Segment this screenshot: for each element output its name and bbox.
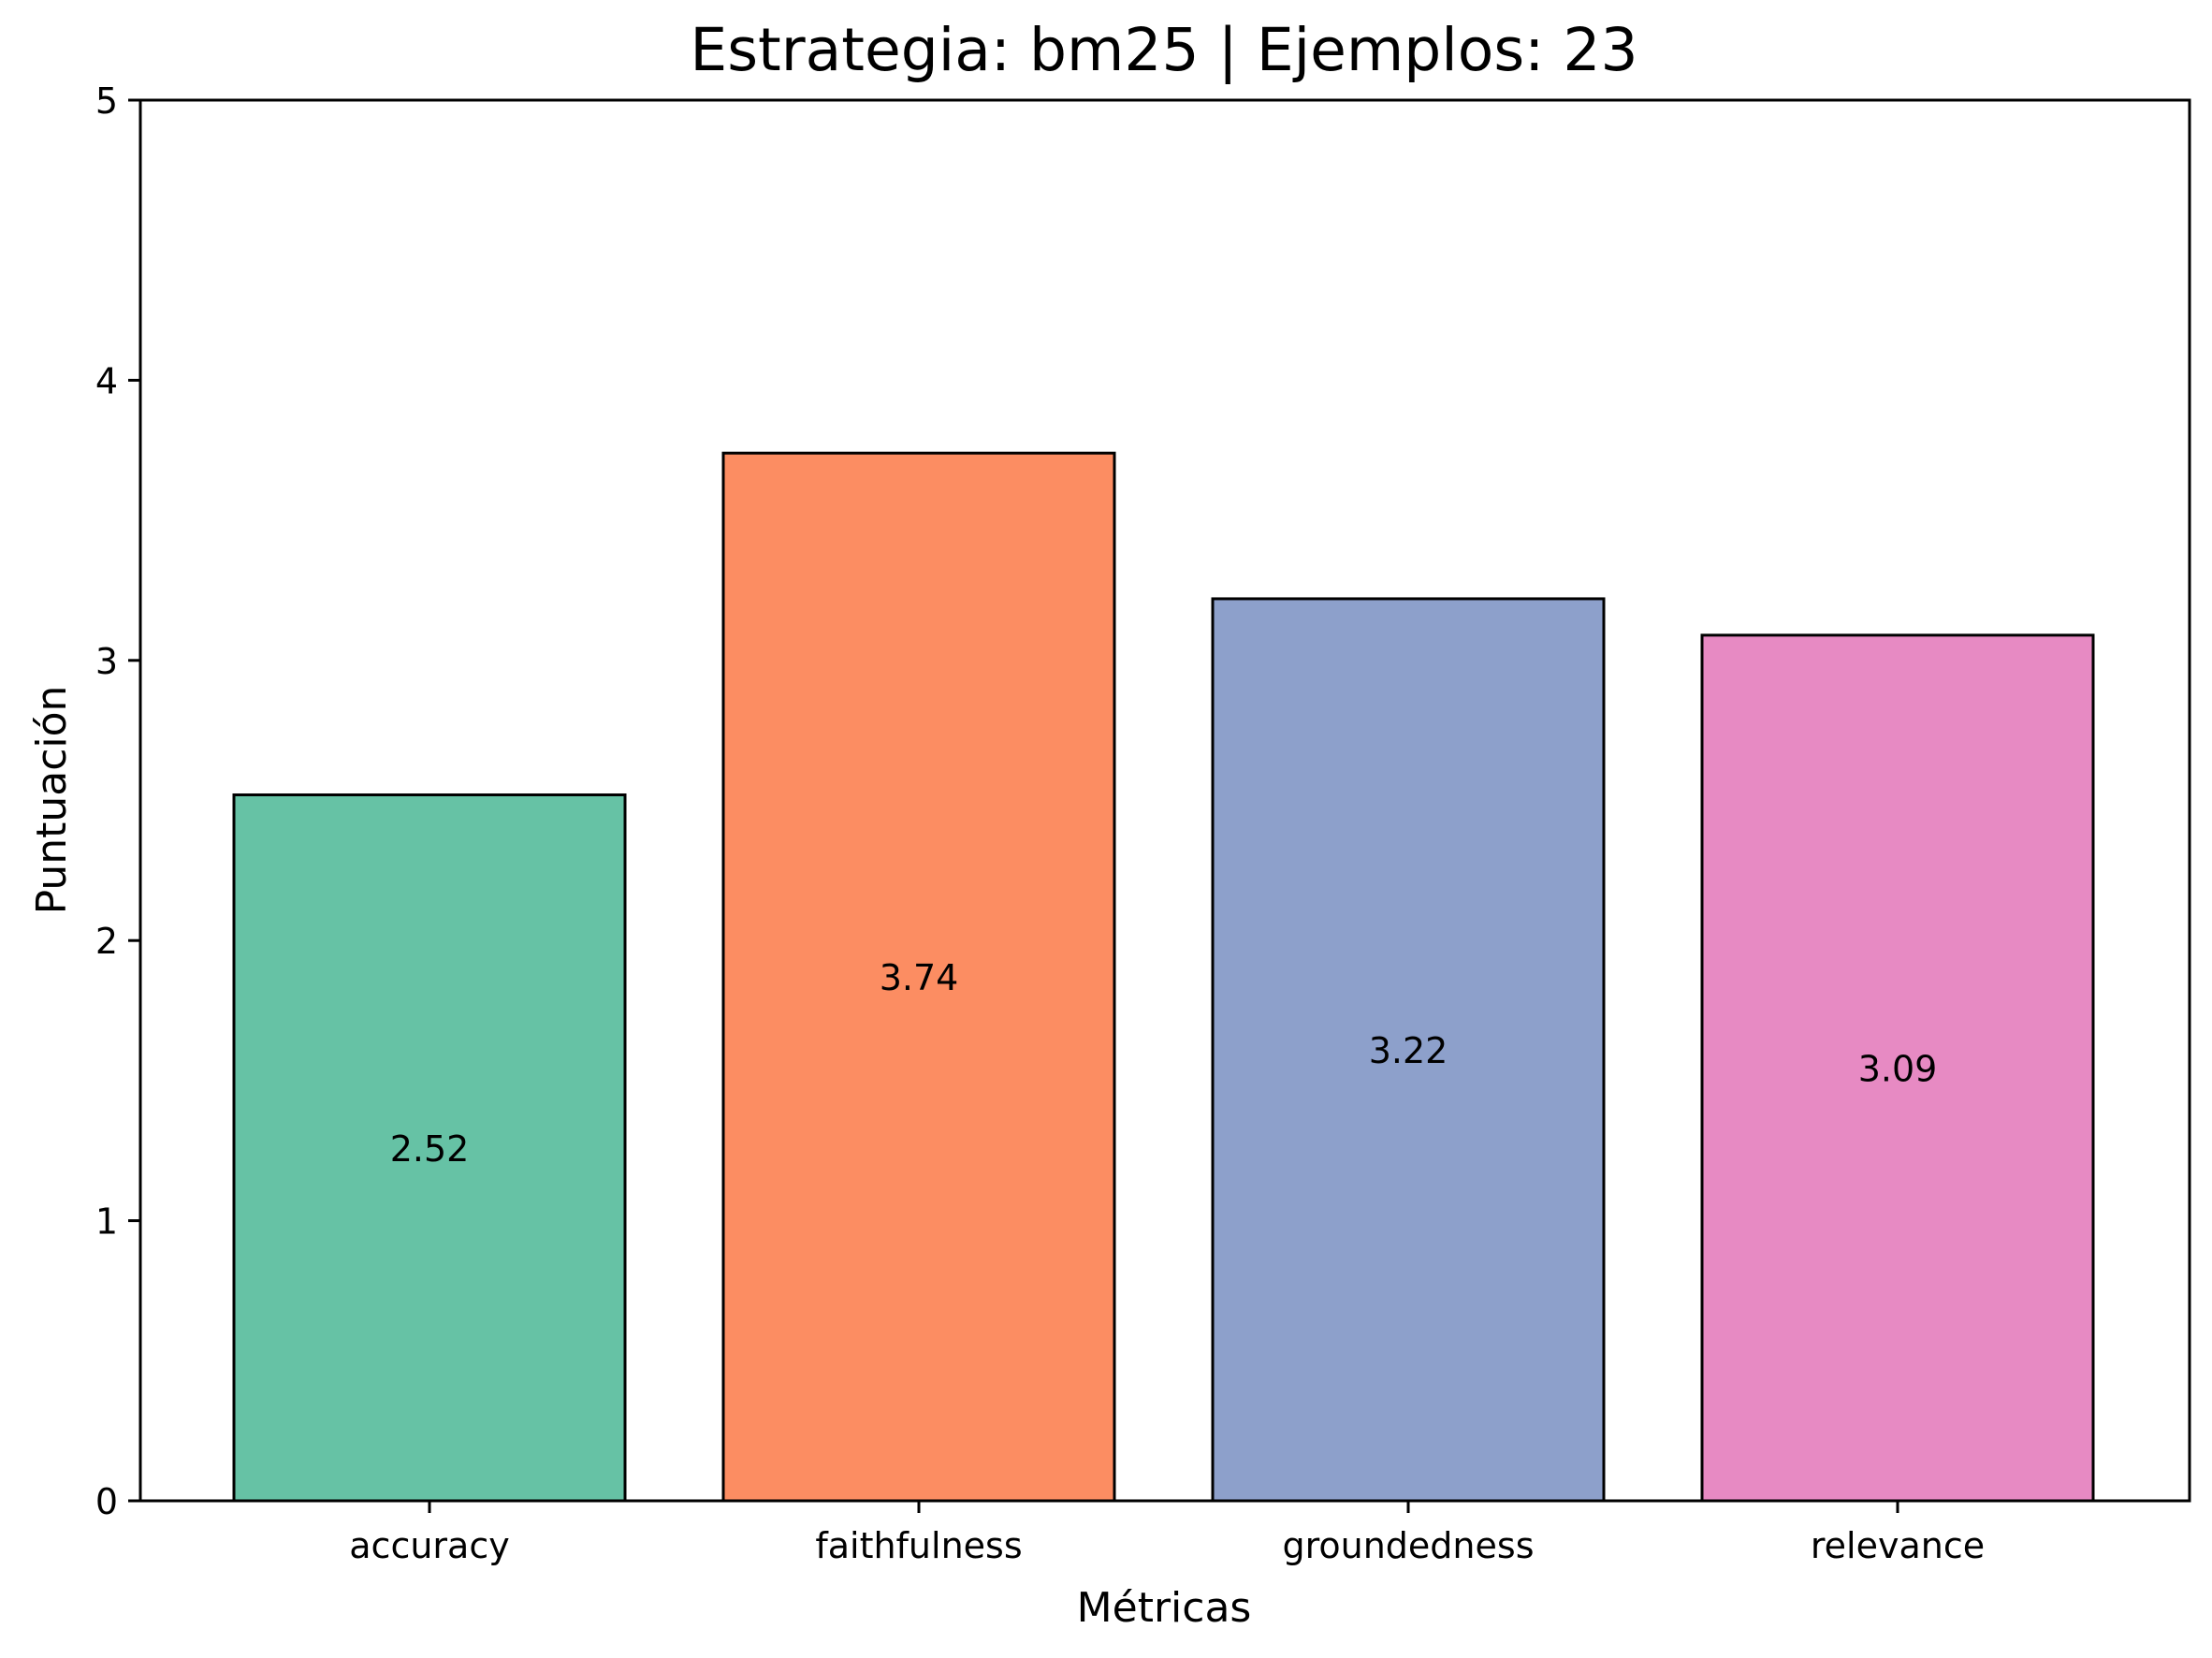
value-label-faithfulness: 3.74 — [880, 957, 959, 998]
plot-frame — [138, 98, 2191, 1503]
x-tick-label-accuracy: accuracy — [349, 1525, 509, 1566]
x-axis: accuracy faithfulness groundedness relevanc… — [349, 1501, 1985, 1566]
x-tick-label-groundedness: groundedness — [1282, 1525, 1534, 1566]
x-tick-label-relevance: relevance — [1811, 1525, 1985, 1566]
y-axis-label: Puntuación — [28, 686, 76, 915]
y-tick-label: 0 — [95, 1481, 118, 1522]
value-label-relevance: 3.09 — [1858, 1048, 1938, 1089]
bars-layer — [232, 451, 2095, 1503]
bar-groundedness — [1211, 597, 1606, 1503]
value-labels-layer: 2.52 3.74 3.22 3.09 — [390, 957, 1938, 1170]
value-label-accuracy: 2.52 — [390, 1128, 470, 1170]
bar-relevance — [1700, 633, 2095, 1503]
y-axis: 0 1 2 3 4 5 — [95, 80, 140, 1522]
bar-accuracy — [232, 793, 627, 1503]
x-tick-label-faithfulness: faithfulness — [815, 1525, 1022, 1566]
value-label-groundedness: 3.22 — [1369, 1030, 1448, 1071]
y-tick-label: 1 — [95, 1201, 118, 1243]
chart-title: Estrategia: bm25 | Ejemplos: 23 — [690, 16, 1637, 85]
x-axis-label: Métricas — [1077, 1584, 1252, 1632]
y-tick-label: 5 — [95, 80, 118, 122]
y-tick-label: 3 — [95, 641, 118, 682]
bar-faithfulness — [721, 451, 1116, 1503]
y-tick-label: 4 — [95, 360, 118, 401]
y-tick-label: 2 — [95, 921, 118, 962]
